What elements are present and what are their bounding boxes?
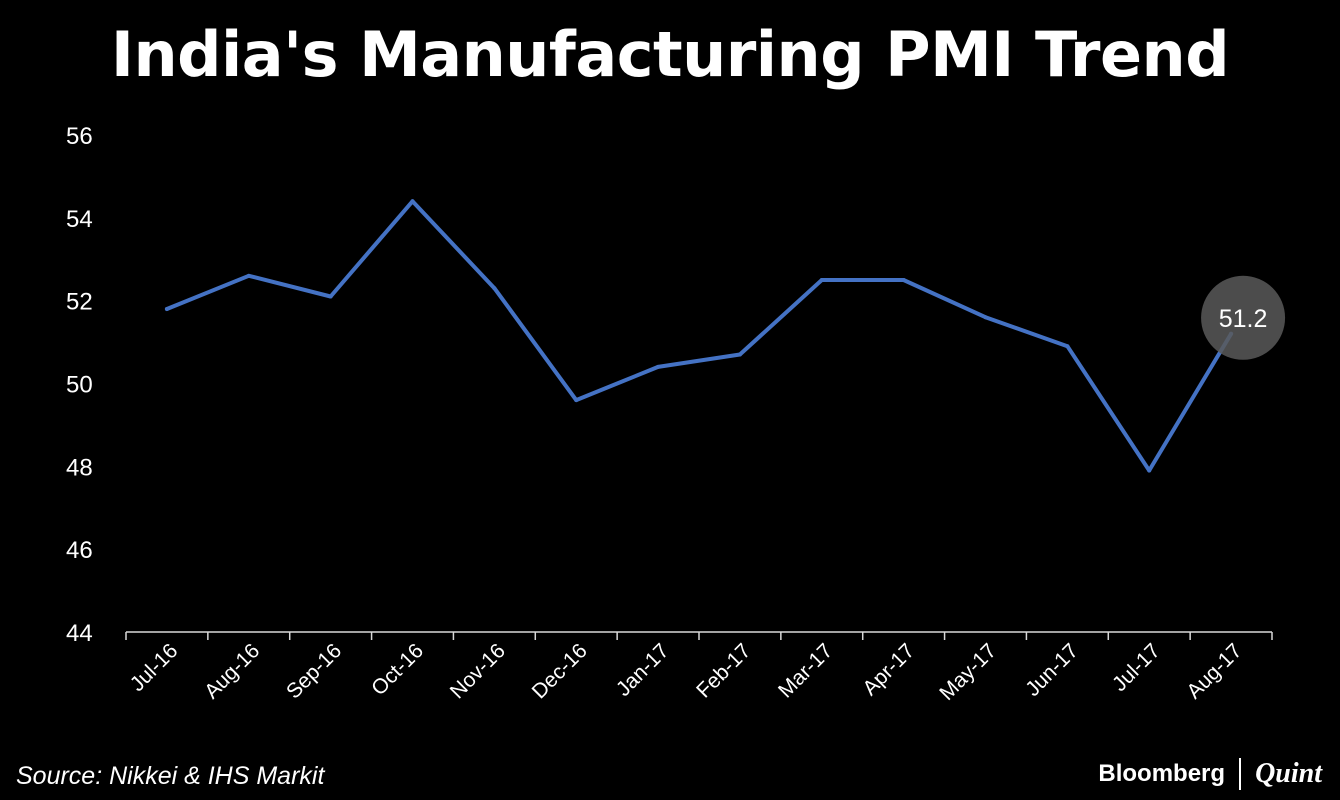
y-tick-label: 48 [66, 454, 93, 481]
x-tick-label: Jul-16 [126, 639, 183, 696]
logo-divider [1239, 758, 1242, 790]
x-tick-label: Feb-17 [692, 639, 755, 702]
data-point [410, 199, 415, 204]
data-point [819, 277, 824, 282]
data-point [983, 315, 988, 320]
x-tick-label: Aug-17 [1182, 639, 1246, 703]
x-tick-label: Jul-17 [1108, 639, 1165, 696]
data-point [164, 306, 169, 311]
logo-bloomberg: Bloomberg [1098, 760, 1226, 787]
y-tick-label: 50 [66, 372, 93, 399]
x-tick-label: Jun-17 [1021, 639, 1083, 701]
x-tick-label: Apr-17 [858, 639, 919, 700]
x-tick-label: Sep-16 [282, 639, 346, 703]
x-tick-label: Mar-17 [774, 639, 837, 702]
data-point [246, 273, 251, 278]
data-point [901, 277, 906, 282]
y-tick-label: 44 [66, 620, 93, 647]
y-tick-label: 52 [66, 289, 93, 316]
source-note: Source: Nikkei & IHS Markit [16, 762, 325, 790]
publisher-logo: Bloomberg Quint [1098, 758, 1322, 790]
y-tick-label: 54 [66, 206, 93, 233]
y-tick-label: 56 [66, 123, 93, 150]
chart-title: India's Manufacturing PMI Trend [110, 18, 1230, 91]
x-tick-label: Oct-16 [367, 639, 428, 700]
logo-quint: Quint [1255, 758, 1322, 789]
x-tick-label: Dec-16 [528, 639, 592, 703]
data-point [574, 398, 579, 403]
data-label: 51.2 [1219, 305, 1268, 333]
x-tick-label: Nov-16 [446, 639, 510, 703]
x-tick-label: May-17 [935, 639, 1001, 705]
data-point [1147, 468, 1152, 473]
line-chart: 44 46 48 50 52 54 56 Jul-16 Aug-16 Sep-16 Oct-16 No… [66, 123, 1286, 705]
x-tick-label: Jan-17 [612, 639, 674, 701]
data-point [656, 364, 661, 369]
y-tick-label: 46 [66, 537, 93, 564]
data-point [737, 352, 742, 357]
highlight-bubble [1201, 275, 1286, 360]
data-point [1065, 344, 1070, 349]
series-line [164, 199, 1234, 473]
data-point [492, 286, 497, 291]
x-tick-label: Aug-16 [200, 639, 264, 703]
data-point [328, 294, 333, 299]
